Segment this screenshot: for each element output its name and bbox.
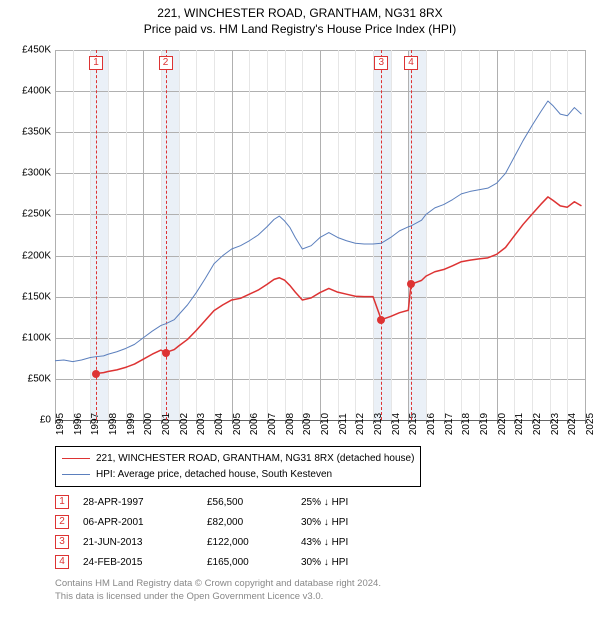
y-tick-label: £50K <box>28 373 51 384</box>
gridline-v <box>585 50 586 420</box>
table-row-pct: 25% ↓ HPI <box>301 497 411 508</box>
table-row-number: 3 <box>55 535 69 549</box>
legend-swatch <box>62 474 90 475</box>
table-row-price: £56,500 <box>207 497 287 508</box>
legend-row: 221, WINCHESTER ROAD, GRANTHAM, NG31 8RX… <box>62 450 414 466</box>
table-row-pct: 30% ↓ HPI <box>301 557 411 568</box>
legend-label: HPI: Average price, detached house, Sout… <box>96 469 332 480</box>
y-tick-label: £250K <box>22 209 51 220</box>
chart: £0£50K£100K£150K£200K£250K£300K£350K£400… <box>55 50 585 420</box>
table-row-date: 06-APR-2001 <box>83 517 193 528</box>
table-row-price: £82,000 <box>207 517 287 528</box>
table-row-number: 4 <box>55 555 69 569</box>
table-row-pct: 30% ↓ HPI <box>301 517 411 528</box>
y-tick-label: £0 <box>40 415 51 426</box>
series-price-paid <box>96 197 581 374</box>
table-row-number: 1 <box>55 495 69 509</box>
table-row-price: £165,000 <box>207 557 287 568</box>
legend-swatch <box>62 458 90 459</box>
table-row-date: 28-APR-1997 <box>83 497 193 508</box>
title-line-2: Price paid vs. HM Land Registry's House … <box>0 22 600 36</box>
table-row: 1 28-APR-1997 £56,500 25% ↓ HPI <box>55 492 411 512</box>
legend-row: HPI: Average price, detached house, Sout… <box>62 466 414 482</box>
legend: 221, WINCHESTER ROAD, GRANTHAM, NG31 8RX… <box>55 446 421 487</box>
table-row: 2 06-APR-2001 £82,000 30% ↓ HPI <box>55 512 411 532</box>
table-row-date: 24-FEB-2015 <box>83 557 193 568</box>
table-row: 4 24-FEB-2015 £165,000 30% ↓ HPI <box>55 552 411 572</box>
footer-attribution: Contains HM Land Registry data © Crown c… <box>55 578 381 604</box>
y-tick-label: £200K <box>22 250 51 261</box>
y-tick-label: £400K <box>22 86 51 97</box>
y-tick-label: £300K <box>22 168 51 179</box>
footer-line-2: This data is licensed under the Open Gov… <box>55 591 381 604</box>
table-row-price: £122,000 <box>207 537 287 548</box>
table-row-date: 21-JUN-2013 <box>83 537 193 548</box>
title-line-1: 221, WINCHESTER ROAD, GRANTHAM, NG31 8RX <box>0 6 600 20</box>
y-tick-label: £450K <box>22 45 51 56</box>
table-row-number: 2 <box>55 515 69 529</box>
x-tick-label: 2025 <box>585 413 596 435</box>
transaction-table: 1 28-APR-1997 £56,500 25% ↓ HPI 2 06-APR-2001… <box>55 492 411 572</box>
y-tick-label: £150K <box>22 291 51 302</box>
table-row: 3 21-JUN-2013 £122,000 43% ↓ HPI <box>55 532 411 552</box>
y-tick-label: £100K <box>22 332 51 343</box>
footer-line-1: Contains HM Land Registry data © Crown c… <box>55 578 381 591</box>
series-hpi <box>55 101 581 362</box>
y-tick-label: £350K <box>22 127 51 138</box>
table-row-pct: 43% ↓ HPI <box>301 537 411 548</box>
legend-label: 221, WINCHESTER ROAD, GRANTHAM, NG31 8RX… <box>96 453 414 464</box>
